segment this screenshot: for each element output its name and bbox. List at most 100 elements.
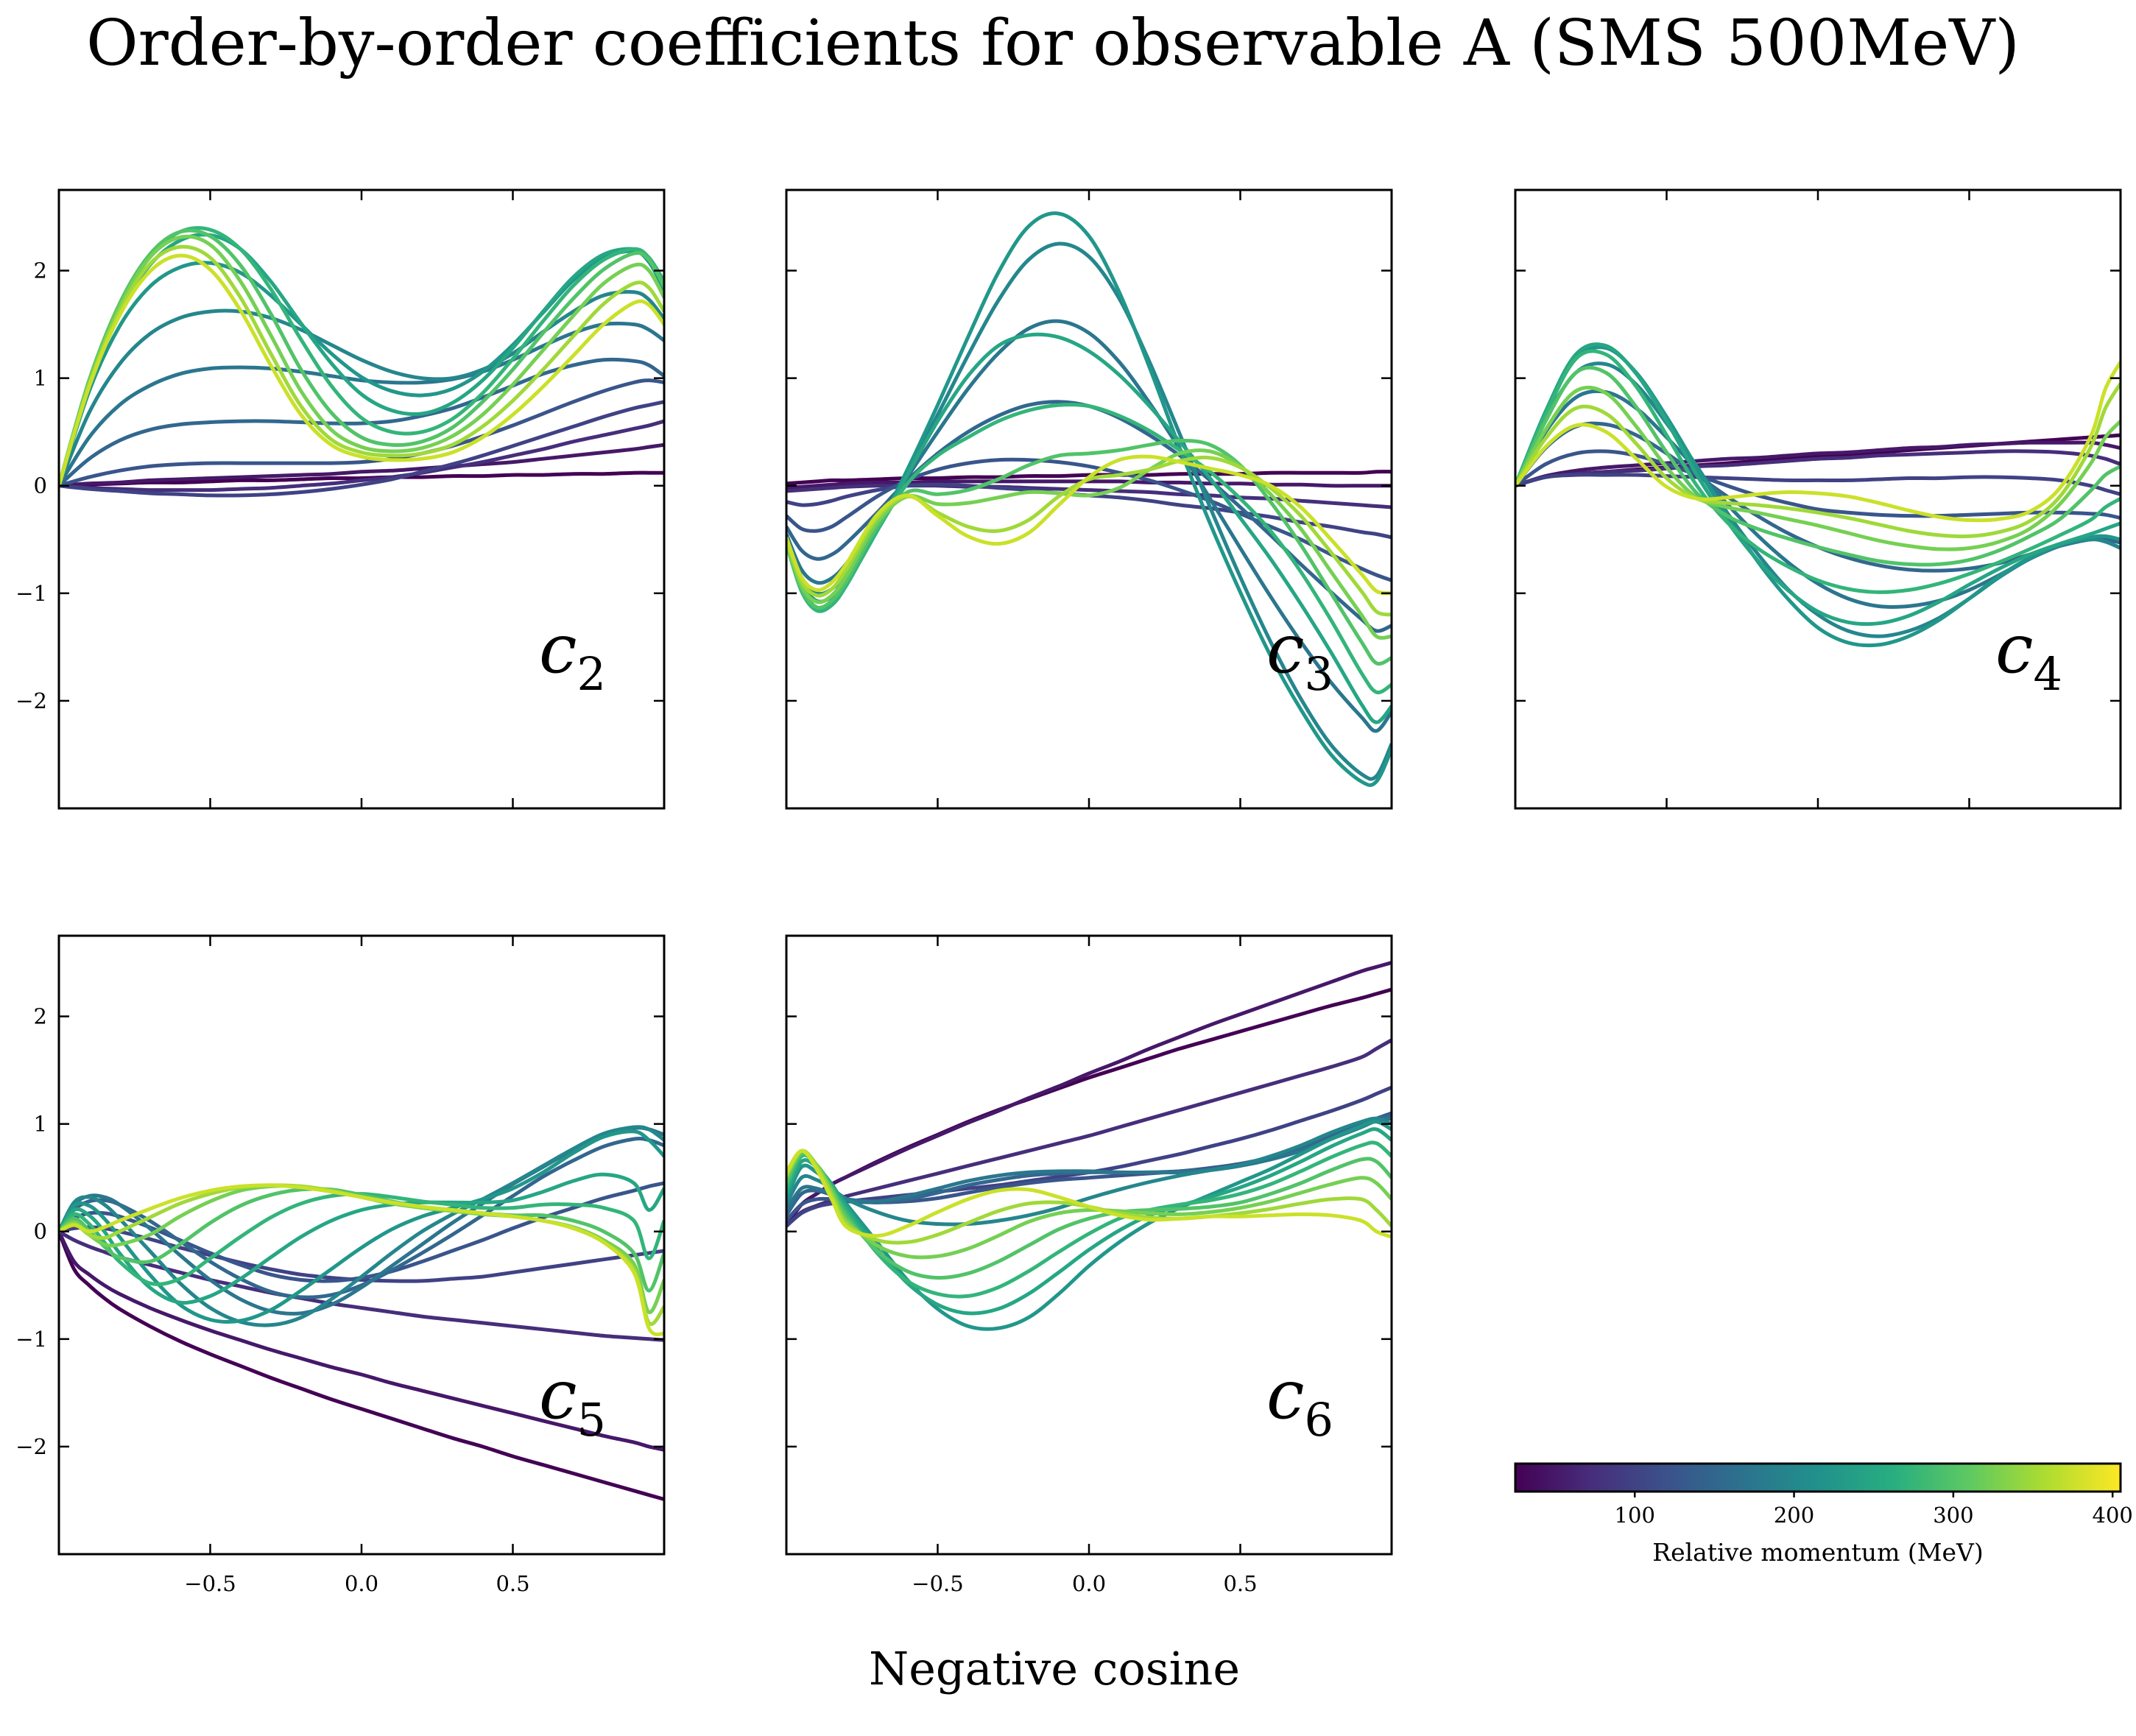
panel-label-subscript: 6 bbox=[1305, 1393, 1333, 1447]
series-line-p350 bbox=[786, 455, 1392, 617]
panel-label-base: c bbox=[539, 610, 577, 688]
series-line-p325 bbox=[1515, 385, 2121, 551]
series-line-p200 bbox=[1515, 361, 2121, 638]
series-line-p375 bbox=[59, 253, 664, 487]
series-line-p75 bbox=[59, 419, 664, 493]
colorbar-tick-label: 200 bbox=[1774, 1503, 1814, 1528]
y-tick-label: 2 bbox=[34, 258, 47, 283]
y-tick-label: −2 bbox=[15, 1434, 47, 1459]
x-tick-label: 0.5 bbox=[496, 1571, 529, 1596]
panel-c5: −2 −1 0 1 2 −0.5 0.0 0.5 c5 bbox=[15, 934, 666, 1596]
series-line-p75 bbox=[1515, 449, 2121, 488]
series-line-p275 bbox=[786, 403, 1392, 695]
series-line-p150 bbox=[59, 357, 664, 487]
panel-label-subscript: 3 bbox=[1305, 647, 1333, 701]
series-group bbox=[59, 1125, 664, 1501]
x-tick-label: −0.5 bbox=[912, 1571, 963, 1596]
panel-label-base: c bbox=[1266, 610, 1305, 688]
series-line-p375 bbox=[1515, 361, 2121, 523]
series-line-p375 bbox=[59, 1183, 664, 1337]
series-group bbox=[59, 226, 664, 498]
series-line-p125 bbox=[1515, 449, 2121, 521]
panel-label-base: c bbox=[1995, 610, 2034, 688]
x-tick-label: 0.5 bbox=[1223, 1571, 1257, 1596]
series-line-p300 bbox=[59, 228, 664, 487]
panel-c3: c3 bbox=[785, 188, 1393, 810]
series-line-p325 bbox=[786, 1149, 1392, 1260]
y-tick-label: 0 bbox=[34, 473, 47, 498]
series-line-p225 bbox=[786, 1120, 1392, 1331]
colorbar-tick-label: 300 bbox=[1933, 1503, 1973, 1528]
series-line-p200 bbox=[59, 1125, 664, 1327]
series-line-p100 bbox=[59, 400, 664, 498]
panel-label-base: c bbox=[539, 1355, 577, 1434]
panel-c6: −0.5 0.0 0.5 c6 bbox=[785, 934, 1393, 1596]
colorbar-tick-label: 400 bbox=[2093, 1503, 2133, 1528]
y-tick-label: 0 bbox=[34, 1219, 47, 1244]
series-line-p50 bbox=[59, 1230, 664, 1452]
colorbar-tick-label: 100 bbox=[1615, 1503, 1655, 1528]
panel-label: c5 bbox=[539, 1355, 606, 1447]
y-tick-label: 1 bbox=[34, 366, 47, 391]
panel-label: c3 bbox=[1266, 610, 1333, 701]
y-tick-label: 2 bbox=[34, 1004, 47, 1029]
series-group bbox=[786, 961, 1392, 1331]
panel-label: c2 bbox=[539, 610, 606, 701]
y-tick-label: −2 bbox=[15, 688, 47, 713]
series-line-p125 bbox=[786, 457, 1392, 582]
series-line-p100 bbox=[1515, 473, 2121, 496]
series-line-p25 bbox=[786, 470, 1392, 486]
series-line-p25 bbox=[786, 987, 1392, 1227]
series-line-p225 bbox=[59, 1129, 664, 1324]
series-line-p250 bbox=[59, 1172, 664, 1305]
figure-title: Order-by-order coefficients for observab… bbox=[86, 7, 2020, 80]
series-line-p175 bbox=[59, 321, 664, 487]
colorbar: 100 200 300 400 Relative momentum (MeV) bbox=[1514, 1462, 2133, 1567]
y-tick-label: 1 bbox=[34, 1112, 47, 1137]
colorbar-gradient bbox=[1514, 1462, 2122, 1493]
axes-frame bbox=[57, 934, 666, 1556]
panel-label: c6 bbox=[1266, 1355, 1333, 1447]
series-line-p250 bbox=[1515, 342, 2121, 627]
series-line-p50 bbox=[59, 442, 664, 488]
series-line-p300 bbox=[786, 438, 1392, 666]
series-line-p300 bbox=[786, 1151, 1392, 1280]
panel-label-subscript: 2 bbox=[577, 647, 606, 701]
series-line-p50 bbox=[786, 961, 1392, 1227]
y-tick-label: −1 bbox=[15, 1327, 47, 1352]
series-line-p225 bbox=[59, 249, 664, 487]
panel-label-subscript: 5 bbox=[577, 1393, 606, 1447]
y-tick-label: −1 bbox=[15, 581, 47, 606]
panel-label-subscript: 4 bbox=[2034, 647, 2062, 701]
series-line-p300 bbox=[59, 1187, 664, 1293]
series-line-p300 bbox=[1515, 365, 2121, 567]
series-line-p325 bbox=[59, 234, 664, 487]
colorbar-ticks: 100 200 300 400 bbox=[1615, 1492, 2133, 1528]
series-line-p275 bbox=[786, 1140, 1392, 1299]
series-line-p25 bbox=[59, 1230, 664, 1501]
series-line-p250 bbox=[786, 1127, 1392, 1316]
x-tick-label: 0.0 bbox=[345, 1571, 378, 1596]
series-line-p275 bbox=[1515, 349, 2121, 594]
series-line-p350 bbox=[1515, 382, 2121, 539]
series-line-p50 bbox=[1515, 440, 2121, 488]
x-tick-label: 0.0 bbox=[1072, 1571, 1106, 1596]
series-line-p375 bbox=[786, 1148, 1392, 1239]
panel-label-base: c bbox=[1266, 1355, 1305, 1434]
x-tick-label: −0.5 bbox=[184, 1571, 236, 1596]
axes-frame bbox=[1514, 188, 2122, 810]
colorbar-label: Relative momentum (MeV) bbox=[1652, 1538, 1984, 1567]
series-line-p50 bbox=[786, 479, 1392, 490]
x-axis-label: Negative cosine bbox=[869, 1642, 1240, 1696]
panel-label: c4 bbox=[1995, 610, 2062, 701]
series-line-p350 bbox=[59, 244, 664, 487]
series-line-p325 bbox=[786, 448, 1392, 640]
series-line-p350 bbox=[786, 1148, 1392, 1245]
series-group bbox=[786, 211, 1392, 788]
panel-c4: c4 bbox=[1514, 188, 2122, 810]
series-line-p375 bbox=[786, 454, 1392, 596]
series-group bbox=[1515, 342, 2121, 648]
